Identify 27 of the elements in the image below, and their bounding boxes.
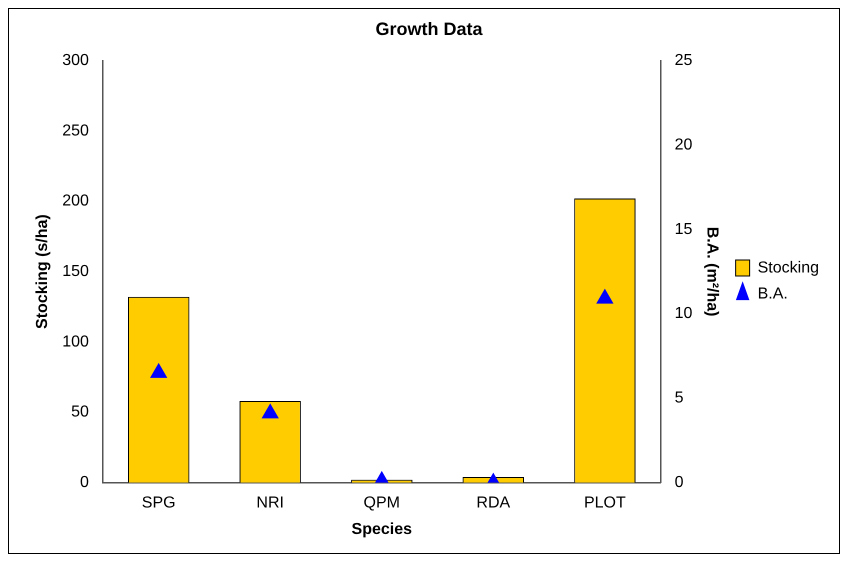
- y2-axis-title: B.A. (m²/ha): [704, 226, 721, 316]
- point: [262, 404, 279, 418]
- y2-tick-label: 10: [674, 305, 693, 322]
- x-tick-label: RDA: [476, 494, 511, 512]
- y2-tick-label: 20: [674, 136, 693, 154]
- y2-tick-label: 5: [674, 390, 684, 407]
- point: [596, 289, 614, 304]
- y-tick-label: 0: [80, 474, 89, 492]
- y2-tick-label: 25: [674, 52, 693, 70]
- y-axis-title: Stocking (s/ha): [34, 214, 52, 329]
- y2-tick-label: 0: [674, 474, 684, 492]
- x-tick-label: PLOT: [584, 494, 626, 512]
- y-tick-label: 250: [62, 122, 89, 140]
- x-tick-label: NRI: [256, 494, 284, 512]
- y-tick-label: 100: [62, 333, 89, 350]
- y2-tick-label: 15: [674, 220, 693, 238]
- x-axis-title: Species: [352, 520, 412, 538]
- y-tick-label: 50: [71, 404, 89, 421]
- y-tick-label: 300: [62, 52, 89, 70]
- x-tick-label: QPM: [364, 494, 400, 512]
- chart-title: Growth Data: [375, 18, 484, 39]
- x-tick-label: SPG: [142, 494, 176, 512]
- legend-label: Stocking: [758, 259, 820, 276]
- legend-label: B.A.: [758, 285, 788, 302]
- y-tick-label: 150: [62, 263, 89, 280]
- y-tick-label: 200: [62, 192, 89, 210]
- point: [150, 363, 167, 378]
